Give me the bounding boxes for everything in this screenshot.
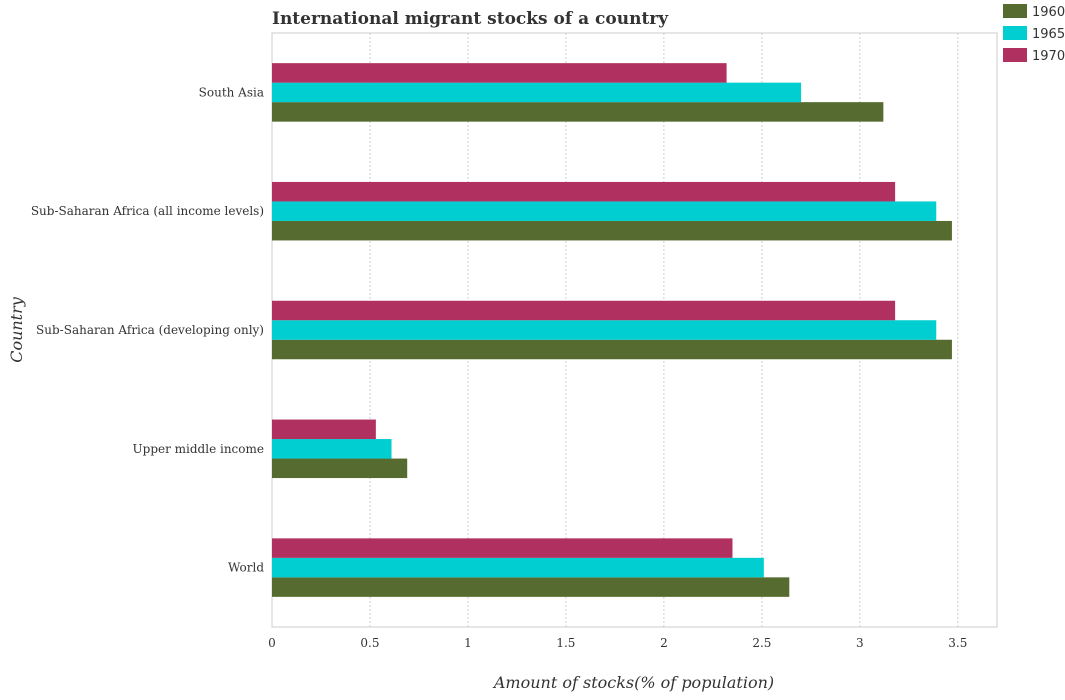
y-tick-labels: South Asia Sub-Saharan Africa (all income… — [31, 85, 264, 574]
bar-1970-2 — [272, 300, 896, 321]
legend-swatch-1960 — [1003, 4, 1027, 18]
x-tick-label: 2 — [660, 636, 668, 650]
y-tick-label: World — [228, 561, 264, 575]
bar-1965-4 — [272, 557, 764, 578]
bar-1960-1 — [272, 220, 952, 241]
bar-1965-1 — [272, 201, 937, 221]
x-tick-label: 0 — [268, 636, 276, 650]
bar-1970-1 — [272, 181, 896, 202]
y-tick-label: South Asia — [199, 85, 264, 99]
x-tick-label: 2.5 — [752, 636, 771, 650]
bar-1965-2 — [272, 320, 937, 340]
bar-1965-0 — [272, 82, 802, 103]
y-axis-label: Country — [7, 296, 26, 363]
x-tick-label: 3.5 — [948, 636, 967, 650]
legend-swatch-1965 — [1003, 26, 1027, 40]
bars-group — [272, 63, 952, 597]
y-tick-label: Upper middle income — [133, 442, 264, 456]
x-tick-label: 3 — [856, 636, 864, 650]
bar-1970-4 — [272, 538, 733, 558]
bar-1970-3 — [272, 419, 376, 440]
y-tick-label: Sub-Saharan Africa (all income levels) — [31, 204, 264, 218]
bar-1970-0 — [272, 63, 727, 83]
y-tick-label: Sub-Saharan Africa (developing only) — [36, 323, 264, 337]
legend-label-1970: 1970 — [1032, 49, 1065, 64]
x-tick-label: 0.5 — [360, 636, 379, 650]
bar-1960-3 — [272, 458, 408, 479]
legend-label-1965: 1965 — [1032, 27, 1065, 42]
bar-1965-3 — [272, 439, 392, 459]
legend-swatch-1970 — [1003, 48, 1027, 62]
x-tick-label: 1 — [464, 636, 472, 650]
legend-label-1960: 1960 — [1032, 5, 1065, 20]
bar-1960-4 — [272, 577, 790, 597]
bar-1960-0 — [272, 102, 884, 122]
legend: 1960 1965 1970 — [1003, 4, 1065, 64]
bar-1960-2 — [272, 339, 952, 360]
x-axis-label: Amount of stocks(% of population) — [492, 673, 774, 692]
x-tick-labels: 0 0.5 1 1.5 2 2.5 3 3.5 — [268, 636, 967, 650]
x-tick-label: 1.5 — [556, 636, 575, 650]
chart-title: International migrant stocks of a countr… — [272, 9, 669, 29]
